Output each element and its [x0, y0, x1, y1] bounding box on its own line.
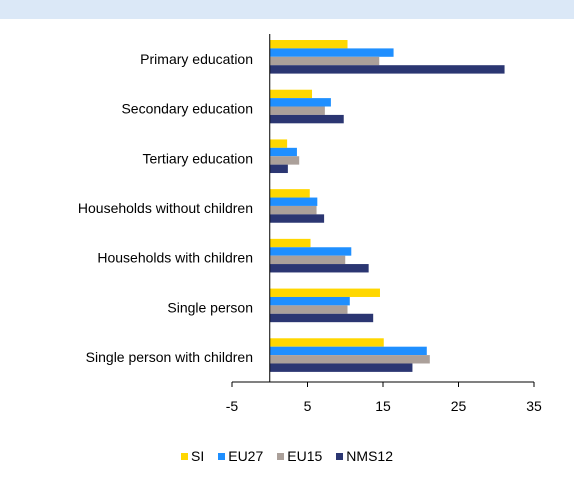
bar-eu15 [269, 255, 346, 265]
bar-nms12 [269, 164, 288, 174]
bar-eu27 [269, 98, 331, 107]
legend-swatch [277, 452, 285, 460]
bar-si [269, 189, 310, 198]
category-label: Households with children [97, 250, 253, 266]
bar-eu15 [269, 56, 380, 66]
legend-item-si: SI [181, 448, 204, 464]
legend-label: NMS12 [346, 448, 393, 464]
bar-si [269, 89, 313, 99]
x-tick-label: 15 [375, 398, 391, 414]
bar-si [269, 288, 380, 297]
category-label: Primary education [140, 51, 253, 67]
x-tick-label: 35 [526, 398, 542, 414]
bar-si [269, 238, 311, 248]
legend-label: SI [191, 448, 205, 464]
x-tick-label: 5 [304, 398, 312, 414]
x-tick-label: -5 [226, 398, 239, 414]
bar-nms12 [269, 214, 325, 223]
category-label: Secondary education [121, 101, 253, 117]
legend-item-nms12: NMS12 [336, 448, 393, 464]
bar-nms12 [269, 313, 374, 323]
bar-nms12 [269, 65, 505, 74]
legend-item-eu27: EU27 [218, 448, 263, 464]
legend-swatch [336, 452, 344, 460]
bar-eu27 [269, 296, 350, 306]
legend: SI EU27 EU15 NMS12 [0, 448, 574, 464]
legend-item-eu15: EU15 [277, 448, 322, 464]
bar-eu27 [269, 197, 318, 206]
category-label: Single person with children [86, 349, 253, 365]
header-band [0, 0, 574, 19]
category-label: Single person [167, 299, 253, 315]
bar-eu15 [269, 156, 300, 165]
bar-eu27 [269, 247, 352, 256]
bar-si [269, 338, 384, 347]
category-label: Tertiary education [142, 150, 253, 166]
legend-label: EU27 [228, 448, 264, 464]
bar-nms12 [269, 114, 344, 124]
bar-eu27 [269, 346, 427, 356]
x-tick-label: 25 [451, 398, 467, 414]
legend-label: EU15 [287, 448, 323, 464]
bar-nms12 [269, 363, 413, 372]
category-label: Households without children [78, 200, 253, 216]
legend-swatch [218, 452, 226, 460]
bar-eu15 [269, 205, 317, 215]
bar-si [269, 40, 348, 49]
bar-eu15 [269, 106, 325, 115]
bar-eu27 [269, 147, 297, 157]
bar-eu15 [269, 355, 430, 364]
legend-swatch [181, 452, 188, 460]
bar-nms12 [269, 264, 369, 273]
bar-eu15 [269, 305, 348, 314]
bar-chart: Primary education Secondary education Tert… [78, 34, 542, 414]
bar-eu27 [269, 48, 394, 57]
bar-si [269, 139, 288, 148]
